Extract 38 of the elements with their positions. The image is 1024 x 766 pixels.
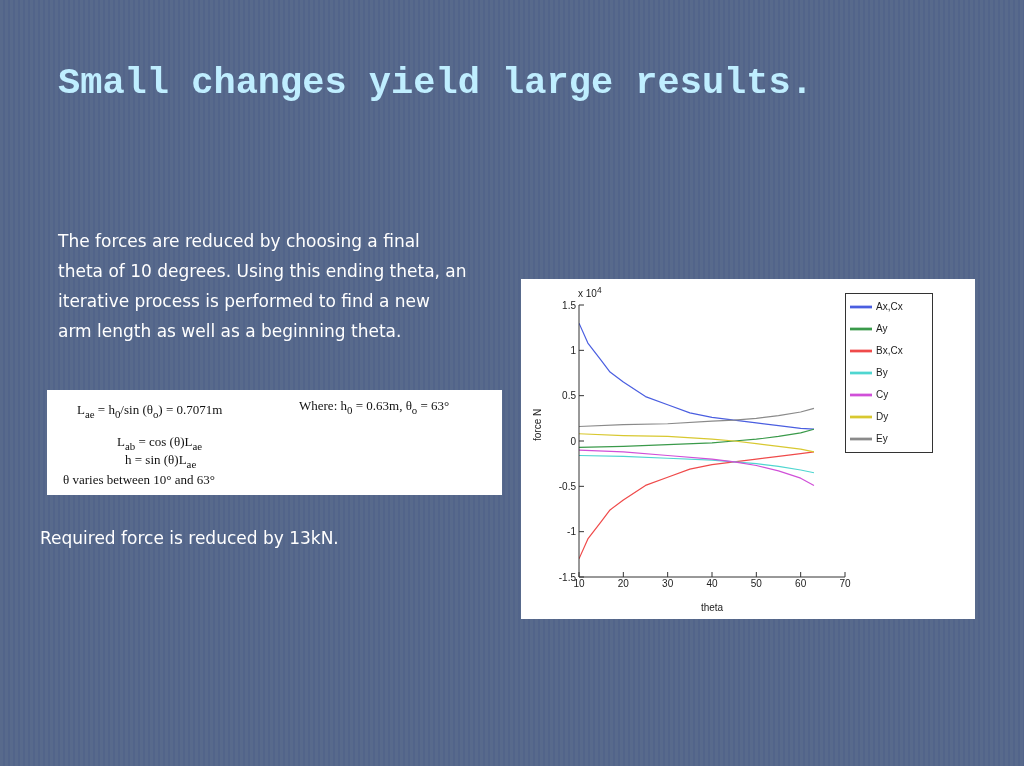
x-tick-label: 50 — [750, 578, 763, 590]
legend-label: Cy — [876, 388, 889, 400]
y-tick-label: 1 — [570, 344, 577, 356]
y-axis-title: force N — [531, 408, 543, 441]
line-series — [579, 407, 815, 428]
x-tick-label: 30 — [662, 578, 674, 590]
text: θ varies between 10° and 63° — [63, 472, 215, 487]
line-series — [579, 451, 815, 560]
line-series — [579, 428, 815, 448]
chart-title: Small changes yield large results. — [58, 62, 813, 104]
legend-label: Ay — [876, 322, 888, 334]
x-tick-label: 20 — [617, 578, 630, 590]
legend-label: Ey — [876, 432, 888, 444]
text: Where: h$_{0}$ = 0.63m, θ$_{o}$ = 63° — [299, 398, 450, 416]
text: Required force is reduced by 13kN. — [40, 528, 339, 548]
line-series — [579, 454, 815, 474]
legend-label: Ax,Cx — [876, 300, 903, 312]
x-tick-label: 70 — [839, 578, 851, 590]
y-tick-label: 0.5 — [562, 390, 577, 402]
y-tick-label: 1.5 — [562, 299, 577, 311]
y-tick-label: 0 — [570, 435, 577, 447]
text: x 10$^{4}$ — [578, 285, 602, 300]
legend-label: Dy — [876, 410, 889, 422]
legend-label: By — [876, 366, 888, 378]
line-series — [579, 449, 815, 487]
x-axis-title: theta — [700, 602, 724, 613]
text: The forces are reduced by choosing a final theta of 10 degrees. Using this ending theta, an iterative process is performed to find a new arm length as well as a beginning theta. — [58, 230, 468, 343]
x-tick-label: 40 — [706, 578, 718, 590]
text: h = sin (θ)L$_{ae}$ — [125, 452, 197, 470]
text: L$_{ab}$ = cos (θ)L$_{ae}$ — [117, 434, 203, 452]
y-tick-label: -1.5 — [558, 571, 577, 583]
line-series — [579, 433, 815, 453]
text: L$_{ae}$ = h$_{0}$/sin (θ$_{o}$) = 0.7071m — [77, 402, 223, 420]
legend-label: Bx,Cx — [876, 344, 903, 356]
y-tick-label: -0.5 — [558, 480, 577, 492]
line-series — [579, 322, 815, 430]
y-tick-label: -1 — [567, 526, 577, 538]
x-tick-label: 60 — [795, 578, 807, 590]
